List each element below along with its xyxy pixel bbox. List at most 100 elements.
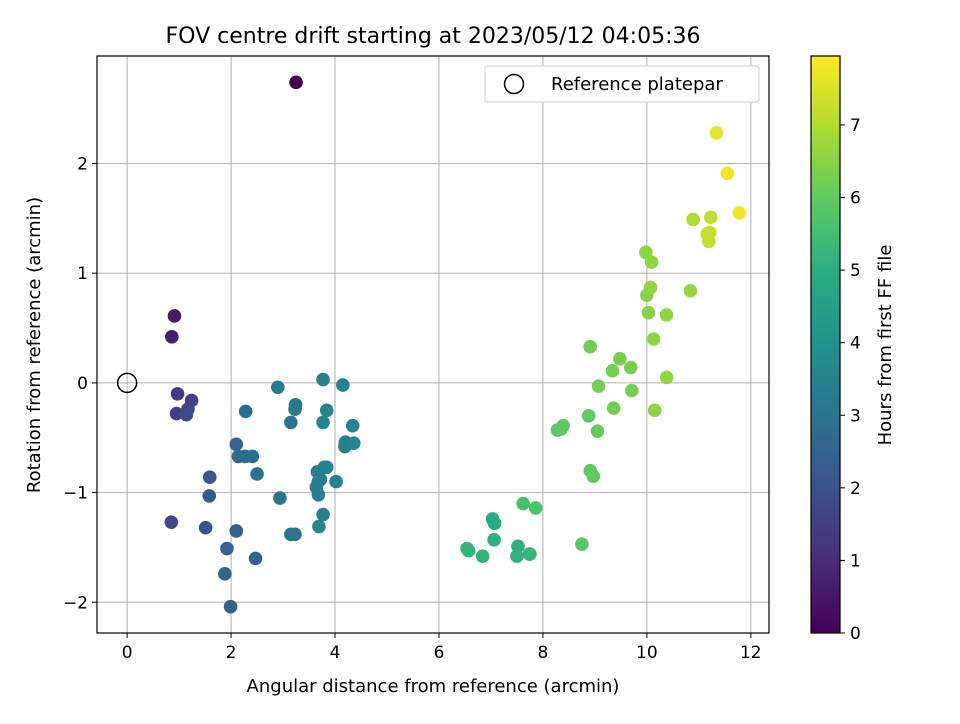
legend: Reference platepar [484,65,760,103]
data-point [170,387,185,401]
colorbar-tick-label: 7 [850,116,861,136]
colorbar-tick-label: 6 [850,189,861,209]
data-point [223,599,238,614]
colorbar-tick-label: 4 [850,334,861,354]
data-point [686,212,700,227]
data-point [701,234,716,249]
data-point [487,532,501,547]
data-point [643,280,658,295]
data-point [346,436,361,451]
data-points [164,75,747,614]
data-point [720,166,735,181]
data-point [198,520,213,535]
colorbar-tick-label: 0 [850,624,861,644]
data-point [516,496,530,511]
data-point [605,364,620,378]
data-point [284,415,298,430]
data-point [271,380,285,395]
y-tick-label: −2 [63,593,88,613]
data-point [683,283,698,298]
data-point [319,403,334,418]
x-tick-label: 0 [122,643,133,663]
data-point [510,549,524,564]
plot-frame [96,55,770,634]
colorbar-tick-label: 5 [850,261,861,281]
colorbar-ticks: 0 1 2 3 4 5 6 7 [840,116,861,644]
data-point [238,404,253,419]
data-point [336,378,350,392]
data-point [273,491,287,505]
x-tick-label: 6 [434,643,445,663]
data-point [164,515,179,530]
data-point [613,351,627,366]
data-point [590,424,605,438]
legend-label: Reference platepar [551,74,723,95]
x-tick-label: 8 [538,643,549,663]
data-point [644,255,659,270]
data-point [624,383,639,398]
y-tick-label: −1 [63,484,88,504]
data-point [229,437,244,452]
x-tick-label: 12 [740,643,762,663]
data-point [732,206,747,220]
data-point [591,379,606,393]
data-point [703,210,718,225]
data-point [647,403,662,418]
y-axis-ticks: −2 −1 0 1 2 [63,155,97,613]
x-tick-label: 4 [330,643,341,663]
data-point [461,543,476,558]
y-axis-label: Rotation from reference (arcmin) [24,197,45,493]
data-point [641,305,656,320]
data-point [522,547,537,561]
data-point [165,330,179,344]
x-axis-ticks: 0 2 4 6 8 10 12 [122,633,762,663]
data-point [659,370,674,385]
legend-box [484,65,760,103]
data-point [311,474,326,489]
data-point [639,245,653,260]
data-point [316,372,330,387]
data-point [167,309,182,323]
x-tick-label: 10 [636,643,658,663]
data-point [218,566,232,581]
data-point [709,125,724,140]
data-point [220,541,234,556]
colorbar-tick-label: 1 [850,551,861,571]
data-point [288,402,302,417]
data-point [575,537,589,551]
data-point [202,489,217,503]
chart-title: FOV centre drift starting at 2023/05/12 … [166,24,701,49]
data-point [659,308,674,322]
colorbar-gradient [810,55,841,634]
y-tick-label: 0 [77,374,88,394]
data-point [583,463,598,478]
data-point [316,415,330,430]
colorbar-tick-label: 3 [850,406,861,426]
x-tick-label: 2 [226,643,237,663]
data-point [312,519,326,534]
data-point [487,516,502,531]
data-point [289,75,303,90]
y-tick-label: 1 [77,264,88,284]
data-point [169,406,184,421]
data-point [646,332,661,346]
data-point [245,449,260,464]
data-point [319,460,334,475]
colorbar-tick-label: 2 [850,479,861,499]
data-point [250,467,264,481]
data-point [316,507,330,522]
y-tick-label: 2 [77,155,88,175]
data-point [528,501,543,515]
data-point [179,407,194,422]
colorbar-label: Hours from first FF file [875,245,896,446]
data-point [511,539,525,554]
data-point [581,409,596,423]
data-point [288,527,302,542]
legend-marker-icon [503,73,525,95]
data-point [329,474,343,489]
data-point [202,470,217,485]
data-point [345,418,360,433]
data-point [475,549,490,564]
